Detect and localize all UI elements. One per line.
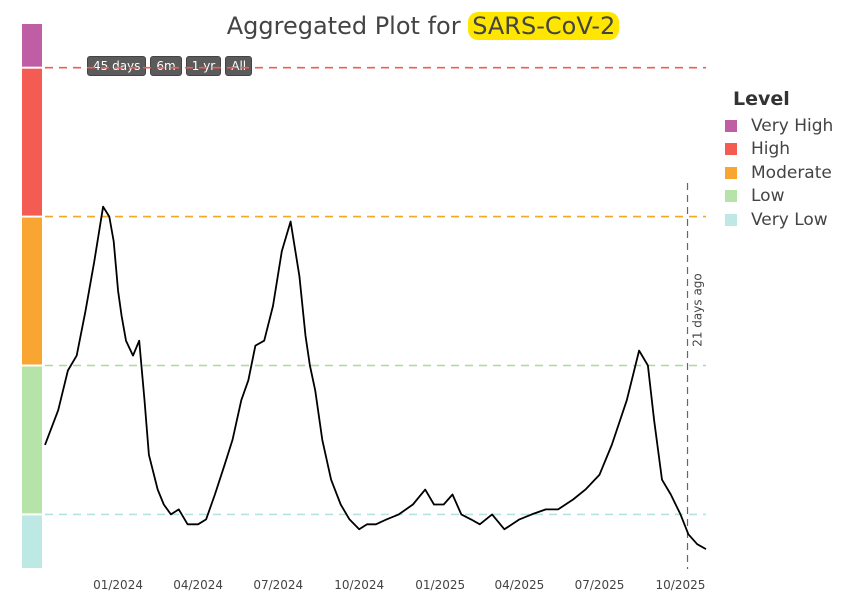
legend-item-very-low[interactable]: Very Low (725, 208, 833, 232)
x-tick-label-10-2024: 10/2024 (334, 578, 384, 592)
chart-title-pathogen: SARS-CoV-2 (468, 12, 620, 40)
range-button-1-yr[interactable]: 1 yr (185, 56, 222, 76)
series-line-0 (44, 205, 707, 550)
chart-title: Aggregated Plot for SARS-CoV-2 (0, 12, 846, 40)
range-button-all[interactable]: All (225, 56, 253, 76)
legend-item-low[interactable]: Low (725, 185, 833, 209)
legend-item-high[interactable]: High (725, 138, 833, 162)
legend-swatch-very-high (725, 119, 737, 132)
legend-label-very-low: Very Low (751, 209, 828, 230)
x-tick-label-07-2024: 07/2024 (253, 578, 303, 592)
legend-item-very-high[interactable]: Very High (725, 114, 833, 138)
legend-label-moderate: Moderate (751, 162, 832, 183)
level-band-low (22, 366, 42, 514)
x-tick-label-01-2024: 01/2024 (93, 578, 143, 592)
x-tick-label-10-2025: 10/2025 (656, 578, 706, 592)
x-tick-label-01-2025: 01/2025 (415, 578, 465, 592)
level-band-very-low (22, 515, 42, 568)
legend-swatch-moderate (725, 166, 737, 179)
legend-item-moderate[interactable]: Moderate (725, 161, 833, 185)
legend-label-high: High (751, 139, 791, 160)
legend-swatch-very-low (725, 213, 737, 226)
level-band-very-high (22, 24, 42, 67)
legend-swatch-low (725, 190, 737, 203)
x-tick-label-04-2024: 04/2024 (173, 578, 223, 592)
legend-label-very-high: Very High (751, 115, 834, 136)
x-tick-label-07-2025: 07/2025 (575, 578, 625, 592)
level-band-high (22, 68, 42, 216)
range-selector: 45 days 6m 1 yr All (87, 56, 253, 76)
legend-swatch-high (725, 143, 737, 156)
legend-label-low: Low (751, 186, 785, 207)
range-button-6m[interactable]: 6m (150, 56, 182, 76)
annotation-label: 21 days ago (691, 273, 705, 347)
x-tick-label-04-2025: 04/2025 (494, 578, 544, 592)
chart-title-prefix: Aggregated Plot for (226, 12, 469, 40)
level-band-moderate (22, 217, 42, 365)
legend-title: Level (733, 88, 790, 110)
legend: Level Very High High Moderate Low Very L… (725, 88, 833, 232)
range-button-45-days[interactable]: 45 days (87, 56, 147, 76)
